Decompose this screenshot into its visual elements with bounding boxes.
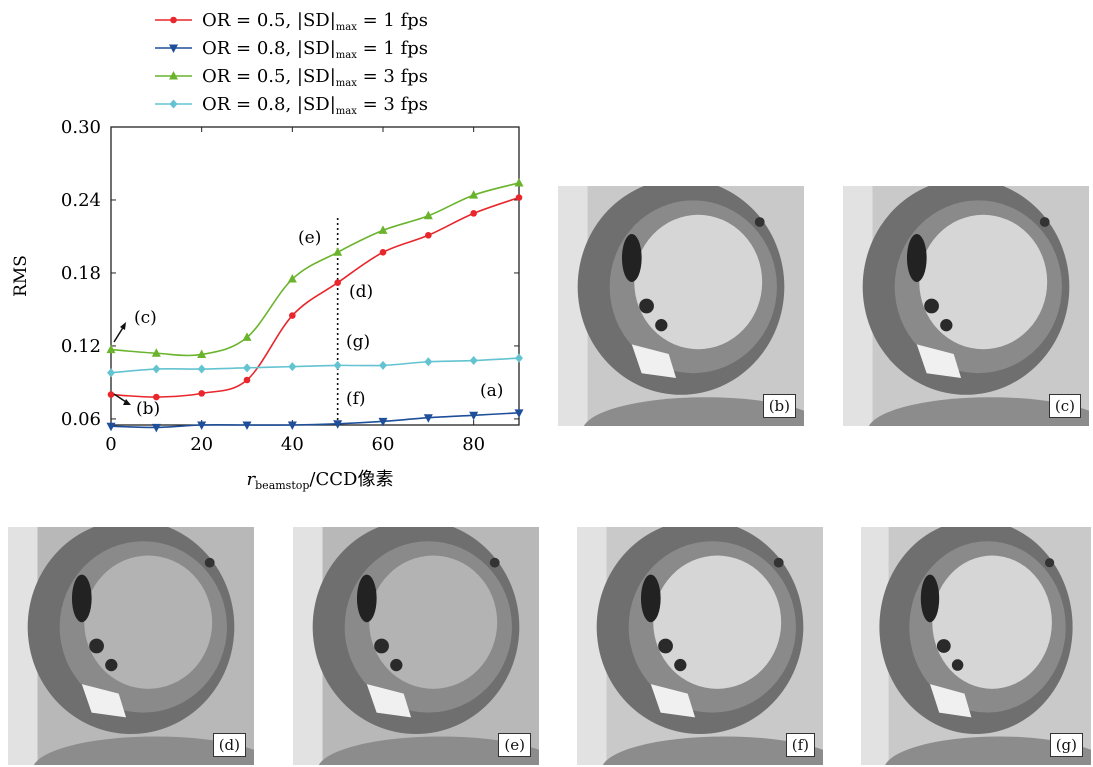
- series-layer: [106, 177, 524, 433]
- micrograph-image: [8, 527, 254, 765]
- data-point: [333, 247, 343, 256]
- data-point: [424, 357, 433, 367]
- series-line-2: [110, 412, 520, 429]
- legend-swatch-marker: [169, 44, 178, 53]
- data-point: [334, 279, 341, 286]
- series-line-3: [110, 182, 520, 357]
- rms-chart: OR = 0.5, |SD|max = 1 fps OR = 0.8, |SD|m…: [11, 10, 524, 492]
- data-point: [243, 376, 251, 384]
- data-point: [333, 360, 342, 370]
- x-tick-label: 80: [462, 434, 485, 455]
- arrow-c: [113, 325, 125, 343]
- legend-swatch-marker: [170, 16, 177, 24]
- legend-swatch-marker: [169, 99, 178, 109]
- data-point: [378, 417, 388, 427]
- legend-entry: OR = 0.5, |SD|max = 1 fps: [202, 10, 428, 33]
- data-point: [287, 274, 297, 283]
- data-point: [515, 194, 523, 201]
- annotation-c: (c): [134, 308, 157, 328]
- data-point: [151, 348, 161, 357]
- data-point: [423, 210, 433, 220]
- arrow-b: [113, 393, 127, 403]
- data-point: [242, 421, 252, 430]
- image-panel-g: (g): [861, 527, 1091, 765]
- panel-label: (c): [1048, 394, 1081, 418]
- image-panel-b: (b): [558, 186, 804, 426]
- micrograph-image: [558, 186, 804, 426]
- data-point: [106, 422, 116, 432]
- data-point: [106, 344, 116, 354]
- data-point: [469, 356, 478, 366]
- legend: OR = 0.5, |SD|max = 1 fps OR = 0.8, |SD|m…: [155, 10, 428, 117]
- annotations: (e) (d) (g) (f) (a) (c) (b): [113, 228, 503, 419]
- annotation-b: (b): [136, 399, 160, 419]
- annotation-a: (a): [480, 381, 503, 401]
- image-panel-f: (f): [577, 527, 823, 765]
- x-tick-label: 0: [105, 434, 116, 455]
- data-point: [197, 364, 206, 374]
- panel-label: (f): [785, 733, 815, 757]
- series-line-1: [110, 196, 520, 398]
- data-point: [289, 312, 296, 319]
- panel-label: (e): [498, 733, 531, 757]
- image-panel-d: (d): [8, 527, 254, 765]
- data-point: [425, 231, 432, 239]
- x-axis-label: rbeamstop/CCD像素: [247, 469, 394, 492]
- data-point: [514, 409, 524, 418]
- data-point: [198, 390, 205, 397]
- panel-label: (d): [212, 733, 246, 757]
- legend-swatch-marker: [169, 71, 178, 80]
- legend-entry: OR = 0.8, |SD|max = 1 fps: [202, 38, 428, 61]
- y-tick-label: 0.18: [61, 263, 101, 284]
- legend-entry: OR = 0.5, |SD|max = 3 fps: [202, 66, 428, 89]
- x-tick-label: 20: [190, 434, 213, 455]
- data-point: [469, 190, 479, 199]
- y-tick-label: 0.24: [61, 190, 101, 211]
- x-tick-label: 40: [281, 434, 304, 455]
- arrow-b-head: [123, 399, 131, 405]
- y-axis-label: RMS: [11, 255, 31, 297]
- micrograph-image: [577, 527, 823, 765]
- annotation-g: (g): [346, 332, 370, 352]
- data-point: [243, 363, 251, 373]
- data-point: [470, 210, 477, 217]
- data-point: [288, 362, 297, 372]
- panel-label: (b): [762, 394, 796, 418]
- y-tick-label: 0.30: [61, 117, 101, 138]
- y-tick-label: 0.06: [61, 409, 101, 430]
- data-point: [514, 177, 524, 187]
- data-point: [378, 225, 388, 234]
- annotation-f: (f): [346, 389, 366, 409]
- data-point: [197, 349, 207, 358]
- data-point: [379, 360, 387, 370]
- image-panel-c: (c): [843, 186, 1089, 426]
- micrograph-image: [293, 527, 539, 765]
- data-point: [379, 248, 387, 256]
- image-panel-e: (e): [293, 527, 539, 765]
- annotation-d: (d): [349, 282, 373, 302]
- legend-entry: OR = 0.8, |SD|max = 3 fps: [202, 94, 428, 117]
- y-tick-label: 0.12: [61, 336, 101, 357]
- axes: 0 20 40 60 80 0.06 0.12 0.18 0.24 0.30 RMS rbeamsto…: [11, 117, 520, 492]
- annotation-e: (e): [298, 228, 321, 248]
- data-point: [469, 411, 479, 421]
- data-point: [197, 421, 207, 430]
- micrograph-image: [843, 186, 1089, 426]
- panel-label: (g): [1049, 733, 1083, 757]
- data-point: [153, 393, 160, 401]
- data-point: [515, 353, 523, 363]
- data-point: [107, 368, 115, 378]
- series-line-4: [110, 357, 520, 374]
- micrograph-image: [861, 527, 1091, 765]
- data-point: [242, 332, 252, 341]
- data-point: [333, 420, 343, 429]
- data-point: [151, 423, 161, 433]
- data-point: [287, 421, 297, 430]
- data-point: [107, 391, 115, 398]
- arrow-c-head: [120, 322, 126, 330]
- data-point: [152, 364, 161, 374]
- x-tick-label: 60: [372, 434, 395, 455]
- data-point: [423, 414, 433, 423]
- plot-frame: [110, 126, 520, 426]
